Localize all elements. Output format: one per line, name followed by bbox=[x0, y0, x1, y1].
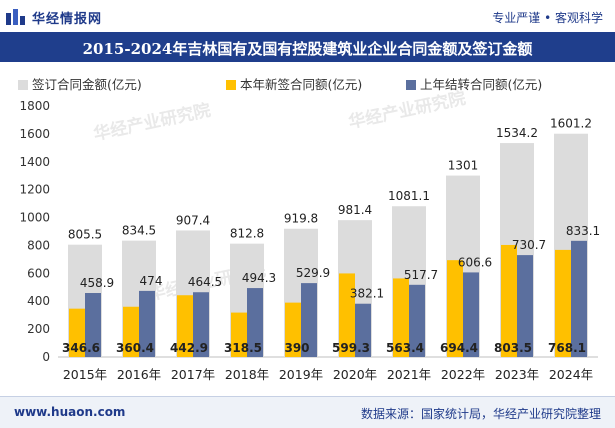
y-tick-label-0: 0 bbox=[42, 350, 50, 364]
bar-new-2 bbox=[177, 295, 193, 357]
bar-carry-2 bbox=[193, 292, 209, 357]
x-tick-label-2: 2017年 bbox=[171, 367, 215, 382]
x-tick-label-1: 2016年 bbox=[117, 367, 161, 382]
bar-new-5 bbox=[339, 273, 355, 357]
title-bar: 2015-2024年吉林国有及国有控股建筑业企业合同金额及签订金额 bbox=[0, 32, 615, 62]
brand-logo-icon bbox=[6, 9, 25, 25]
data-label-new-9: 768.1 bbox=[548, 341, 586, 355]
legend-item-new: 本年新签合同额(亿元) bbox=[226, 74, 362, 93]
legend-swatch-carry bbox=[406, 80, 416, 90]
data-label-total-3: 812.8 bbox=[230, 227, 264, 241]
data-label-carry-7: 606.6 bbox=[458, 255, 492, 269]
data-label-new-2: 442.9 bbox=[170, 341, 208, 355]
data-label-new-0: 346.6 bbox=[62, 341, 100, 355]
y-tick-label-4: 800 bbox=[27, 238, 50, 252]
bar-carry-8 bbox=[517, 255, 533, 357]
x-tick-label-4: 2019年 bbox=[279, 367, 323, 382]
bar-new-7 bbox=[447, 260, 463, 357]
y-tick-label-3: 600 bbox=[27, 266, 50, 280]
x-tick-label-6: 2021年 bbox=[387, 367, 431, 382]
data-label-carry-9: 833.1 bbox=[566, 224, 600, 238]
y-tick-label-7: 1400 bbox=[19, 155, 50, 169]
legend-swatch-total bbox=[18, 80, 28, 90]
x-tick-label-7: 2022年 bbox=[441, 367, 485, 382]
data-label-total-5: 981.4 bbox=[338, 203, 372, 217]
bar-carry-9 bbox=[571, 240, 587, 357]
data-label-total-1: 834.5 bbox=[122, 224, 156, 238]
data-label-new-7: 694.4 bbox=[440, 341, 478, 355]
x-tick-label-8: 2023年 bbox=[495, 367, 539, 382]
y-tick-label-1: 200 bbox=[27, 322, 50, 336]
legend-item-total: 签订合同金额(亿元) bbox=[18, 74, 142, 93]
plot-area: 0 200 400 600 800 1000 1200 1400 1600 1800 805.5 45… bbox=[19, 99, 600, 382]
watermark-2: 华经产业研究院 bbox=[347, 88, 468, 133]
data-label-carry-8: 730.7 bbox=[512, 238, 546, 252]
bar-new-6 bbox=[393, 278, 409, 357]
x-tick-label-3: 2018年 bbox=[225, 367, 269, 382]
data-label-total-7: 1301 bbox=[448, 159, 479, 173]
bar-new-4 bbox=[285, 302, 301, 357]
data-label-carry-5: 382.1 bbox=[350, 287, 384, 301]
brand-name: 华经情报网 bbox=[32, 12, 103, 27]
data-label-total-2: 907.4 bbox=[176, 213, 210, 227]
data-label-carry-6: 517.7 bbox=[404, 268, 438, 282]
legend-label-new: 本年新签合同额(亿元) bbox=[240, 77, 363, 92]
data-label-new-5: 599.3 bbox=[332, 341, 370, 355]
data-label-new-8: 803.5 bbox=[494, 341, 532, 355]
x-tick-label-5: 2020年 bbox=[333, 367, 377, 382]
y-tick-label-5: 1000 bbox=[19, 211, 50, 225]
footer-bar: www.huaon.com 数据来源：国家统计局，华经产业研究院整理 bbox=[0, 396, 615, 428]
bar-new-3 bbox=[231, 312, 247, 357]
bar-carry-1 bbox=[139, 290, 155, 357]
data-label-carry-3: 494.3 bbox=[242, 271, 276, 285]
y-tick-label-6: 1200 bbox=[19, 183, 50, 197]
data-label-new-3: 318.5 bbox=[224, 341, 262, 355]
data-label-new-1: 360.4 bbox=[116, 341, 154, 355]
y-tick-label-9: 1800 bbox=[19, 99, 50, 113]
data-label-carry-2: 464.5 bbox=[188, 275, 222, 289]
watermark-1: 华经产业研究院 bbox=[92, 100, 213, 145]
legend-swatch-new bbox=[226, 80, 236, 90]
bar-carry-7 bbox=[463, 272, 479, 357]
legend-item-carry: 上年结转合同额(亿元) bbox=[406, 74, 542, 93]
bar-carry-3 bbox=[247, 288, 263, 357]
bar-chart: 华经产业研究院 华经产业研究院 华经产业研究院 0200400600800100… bbox=[19, 88, 600, 382]
bar-carry-6 bbox=[409, 284, 425, 357]
data-label-carry-4: 529.9 bbox=[296, 266, 330, 280]
y-tick-label-2: 400 bbox=[27, 294, 50, 308]
footer-website: www.huaon.com bbox=[14, 405, 126, 419]
header-bar: 华经情报网 专业严谨 • 客观科学 bbox=[0, 0, 615, 32]
data-label-total-9: 1601.2 bbox=[550, 117, 592, 131]
bar-carry-5 bbox=[355, 303, 371, 357]
chart-title: 2015-2024年吉林国有及国有控股建筑业企业合同金额及签订金额 bbox=[82, 40, 533, 58]
bar-new-0 bbox=[69, 308, 85, 357]
data-label-total-8: 1534.2 bbox=[496, 126, 538, 140]
data-label-total-4: 919.8 bbox=[284, 212, 318, 226]
data-label-total-6: 1081.1 bbox=[388, 189, 430, 203]
data-label-new-6: 563.4 bbox=[386, 341, 424, 355]
bar-carry-4 bbox=[301, 283, 317, 357]
bar-new-8 bbox=[501, 244, 517, 357]
legend-label-carry: 上年结转合同额(亿元) bbox=[420, 77, 543, 92]
y-tick-label-8: 1600 bbox=[19, 127, 50, 141]
data-label-carry-0: 458.9 bbox=[80, 276, 114, 290]
data-label-new-4: 390 bbox=[284, 341, 309, 355]
bar-carry-0 bbox=[85, 293, 101, 357]
x-tick-label-0: 2015年 bbox=[63, 367, 107, 382]
data-label-total-0: 805.5 bbox=[68, 228, 102, 242]
x-tick-label-9: 2024年 bbox=[549, 367, 593, 382]
header-slogan: 专业严谨 • 客观科学 bbox=[492, 11, 603, 25]
bar-new-9 bbox=[555, 249, 571, 357]
legend-label-total: 签订合同金额(亿元) bbox=[32, 77, 142, 92]
bar-new-1 bbox=[123, 306, 139, 357]
data-label-carry-1: 474 bbox=[140, 274, 163, 288]
footer-source: 数据来源：国家统计局，华经产业研究院整理 bbox=[360, 407, 601, 421]
